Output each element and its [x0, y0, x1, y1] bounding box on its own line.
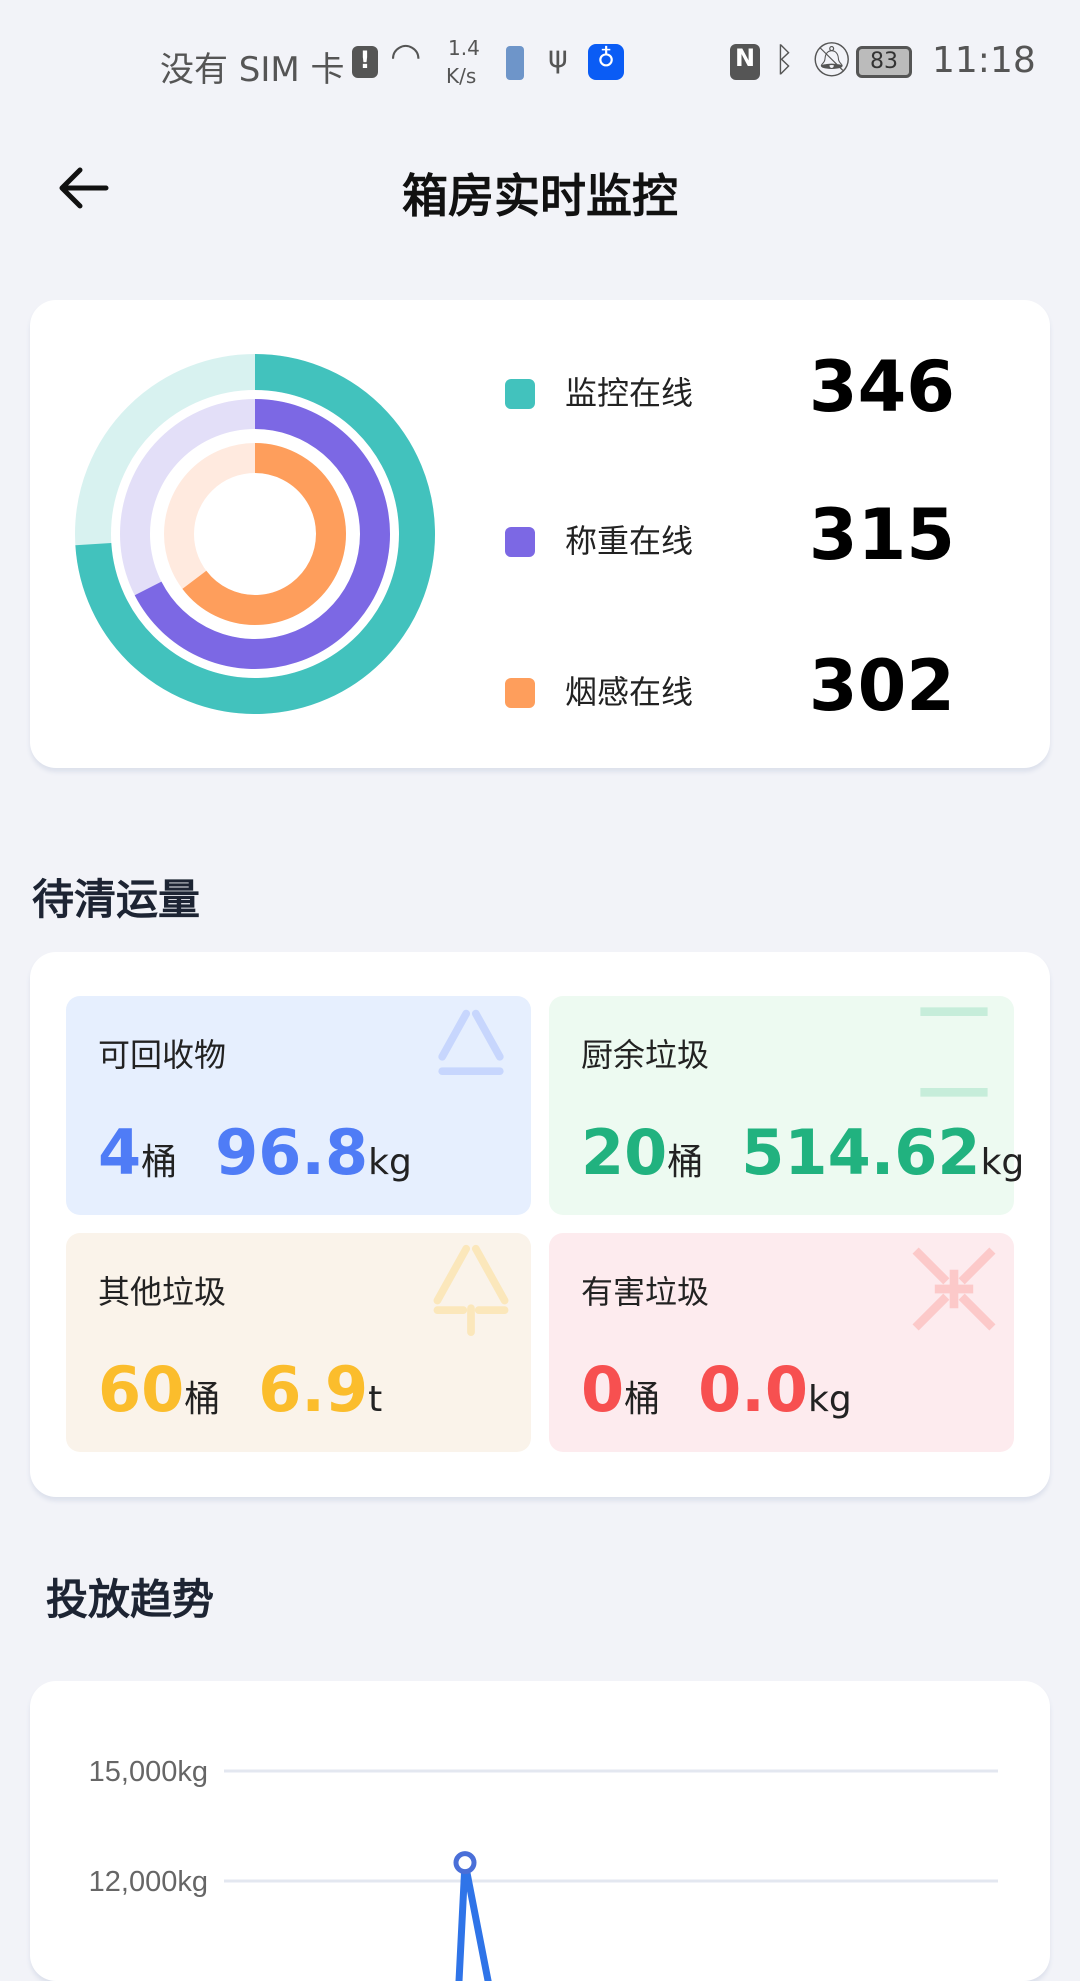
net-speed-unit: K/s: [446, 64, 477, 88]
wifi-icon: ◠: [390, 36, 422, 77]
trend-chart-card: 15,000kg 12,000kg: [30, 1681, 1050, 1981]
legend-swatch-weighing: [505, 527, 535, 557]
donut-arc: [134, 399, 390, 669]
page-title: 箱房实时监控: [402, 169, 678, 223]
legend-label-monitor: 监控在线: [565, 374, 694, 412]
waste-tile-title: 厨余垃圾: [581, 1036, 710, 1074]
bin-count: 4: [98, 1116, 142, 1189]
recycle-icon: [438, 1009, 504, 1076]
battery-icon: 83: [856, 46, 912, 78]
donut-arc: [75, 354, 435, 714]
waste-tile[interactable]: 可回收物 4桶 96.8kg: [66, 996, 531, 1215]
triangle-arrows-icon: [433, 1244, 509, 1337]
weight-unit: kg: [368, 1142, 412, 1183]
bin-count: 20: [581, 1116, 668, 1189]
bluetooth-icon: ᛒ: [774, 40, 795, 80]
waste-tile[interactable]: 其他垃圾 60桶 6.9t: [66, 1233, 531, 1452]
waste-tile-title: 其他垃圾: [98, 1273, 227, 1311]
trend-section-title: 投放趋势: [46, 1575, 215, 1624]
bin-count: 0: [581, 1353, 625, 1426]
data-point[interactable]: [453, 1851, 477, 1875]
y-tick-label: 15,000kg: [89, 1756, 208, 1788]
waste-tile[interactable]: 厨余垃圾 20桶 514.62kg: [549, 996, 1024, 1215]
back-button[interactable]: [56, 160, 116, 216]
weight-value: 0.0: [698, 1353, 808, 1426]
y-tick-label: 12,000kg: [89, 1866, 208, 1898]
weight-value: 514.62: [741, 1116, 981, 1189]
monitor-online-count: 346: [808, 346, 955, 428]
bin-count: 60: [98, 1353, 185, 1426]
clock: 11:18: [932, 40, 1036, 81]
arrow-left-icon: [59, 167, 109, 209]
trend-chart: 15,000kg 12,000kg: [89, 1756, 998, 1981]
waste-tile-title: 可回收物: [98, 1036, 227, 1074]
weight-unit: t: [368, 1379, 383, 1420]
weighing-online-count: 315: [808, 494, 955, 576]
net-speed-value: 1.4: [448, 36, 480, 60]
smoke-online-count: 302: [808, 645, 955, 727]
mute-icon: 🔕︎: [810, 40, 854, 80]
legend-label-weighing: 称重在线: [565, 522, 694, 560]
weight-value: 6.9: [258, 1353, 369, 1426]
legend-swatch-monitor: [505, 379, 535, 409]
online-card: 监控在线 346 称重在线 315 烟感在线 302: [30, 300, 1050, 768]
sim-alert-icon: !: [352, 46, 378, 78]
bin-count-unit: 桶: [667, 1142, 704, 1183]
online-donut: [75, 354, 435, 714]
carrier-text: 没有 SIM 卡: [160, 50, 345, 90]
weight-unit: kg: [980, 1142, 1025, 1183]
weight-unit: kg: [808, 1379, 852, 1420]
hazard-arrows-icon: [912, 1247, 996, 1331]
battery-saver-icon: [506, 46, 524, 80]
bin-count-unit: 桶: [184, 1379, 221, 1420]
pending-card: 可回收物 4桶 96.8kg 厨余垃圾 20桶 514.62kg 其他垃圾 60桶 6…: [30, 952, 1050, 1497]
bin-count-unit: 桶: [141, 1142, 178, 1183]
bin-count-unit: 桶: [624, 1379, 661, 1420]
bulb-icon: ♁: [588, 44, 624, 80]
waste-tile-title: 有害垃圾: [581, 1273, 710, 1311]
legend-swatch-smoke: [505, 678, 535, 708]
nfc-icon: N: [730, 44, 760, 80]
status-bar: 没有 SIM 卡 ! ◠ 1.4 K/s ψ ♁ N ᛒ 🔕︎ 83 11:18: [0, 0, 1080, 124]
donut-arc: [182, 443, 346, 625]
waste-tile[interactable]: 有害垃圾 0桶 0.0kg: [549, 1233, 1014, 1452]
pending-section-title: 待清运量: [32, 875, 201, 924]
usb-icon: ψ: [548, 40, 568, 75]
legend-label-smoke: 烟感在线: [565, 673, 694, 711]
weight-value: 96.8: [215, 1116, 369, 1189]
hourglass-icon: [920, 1007, 988, 1097]
